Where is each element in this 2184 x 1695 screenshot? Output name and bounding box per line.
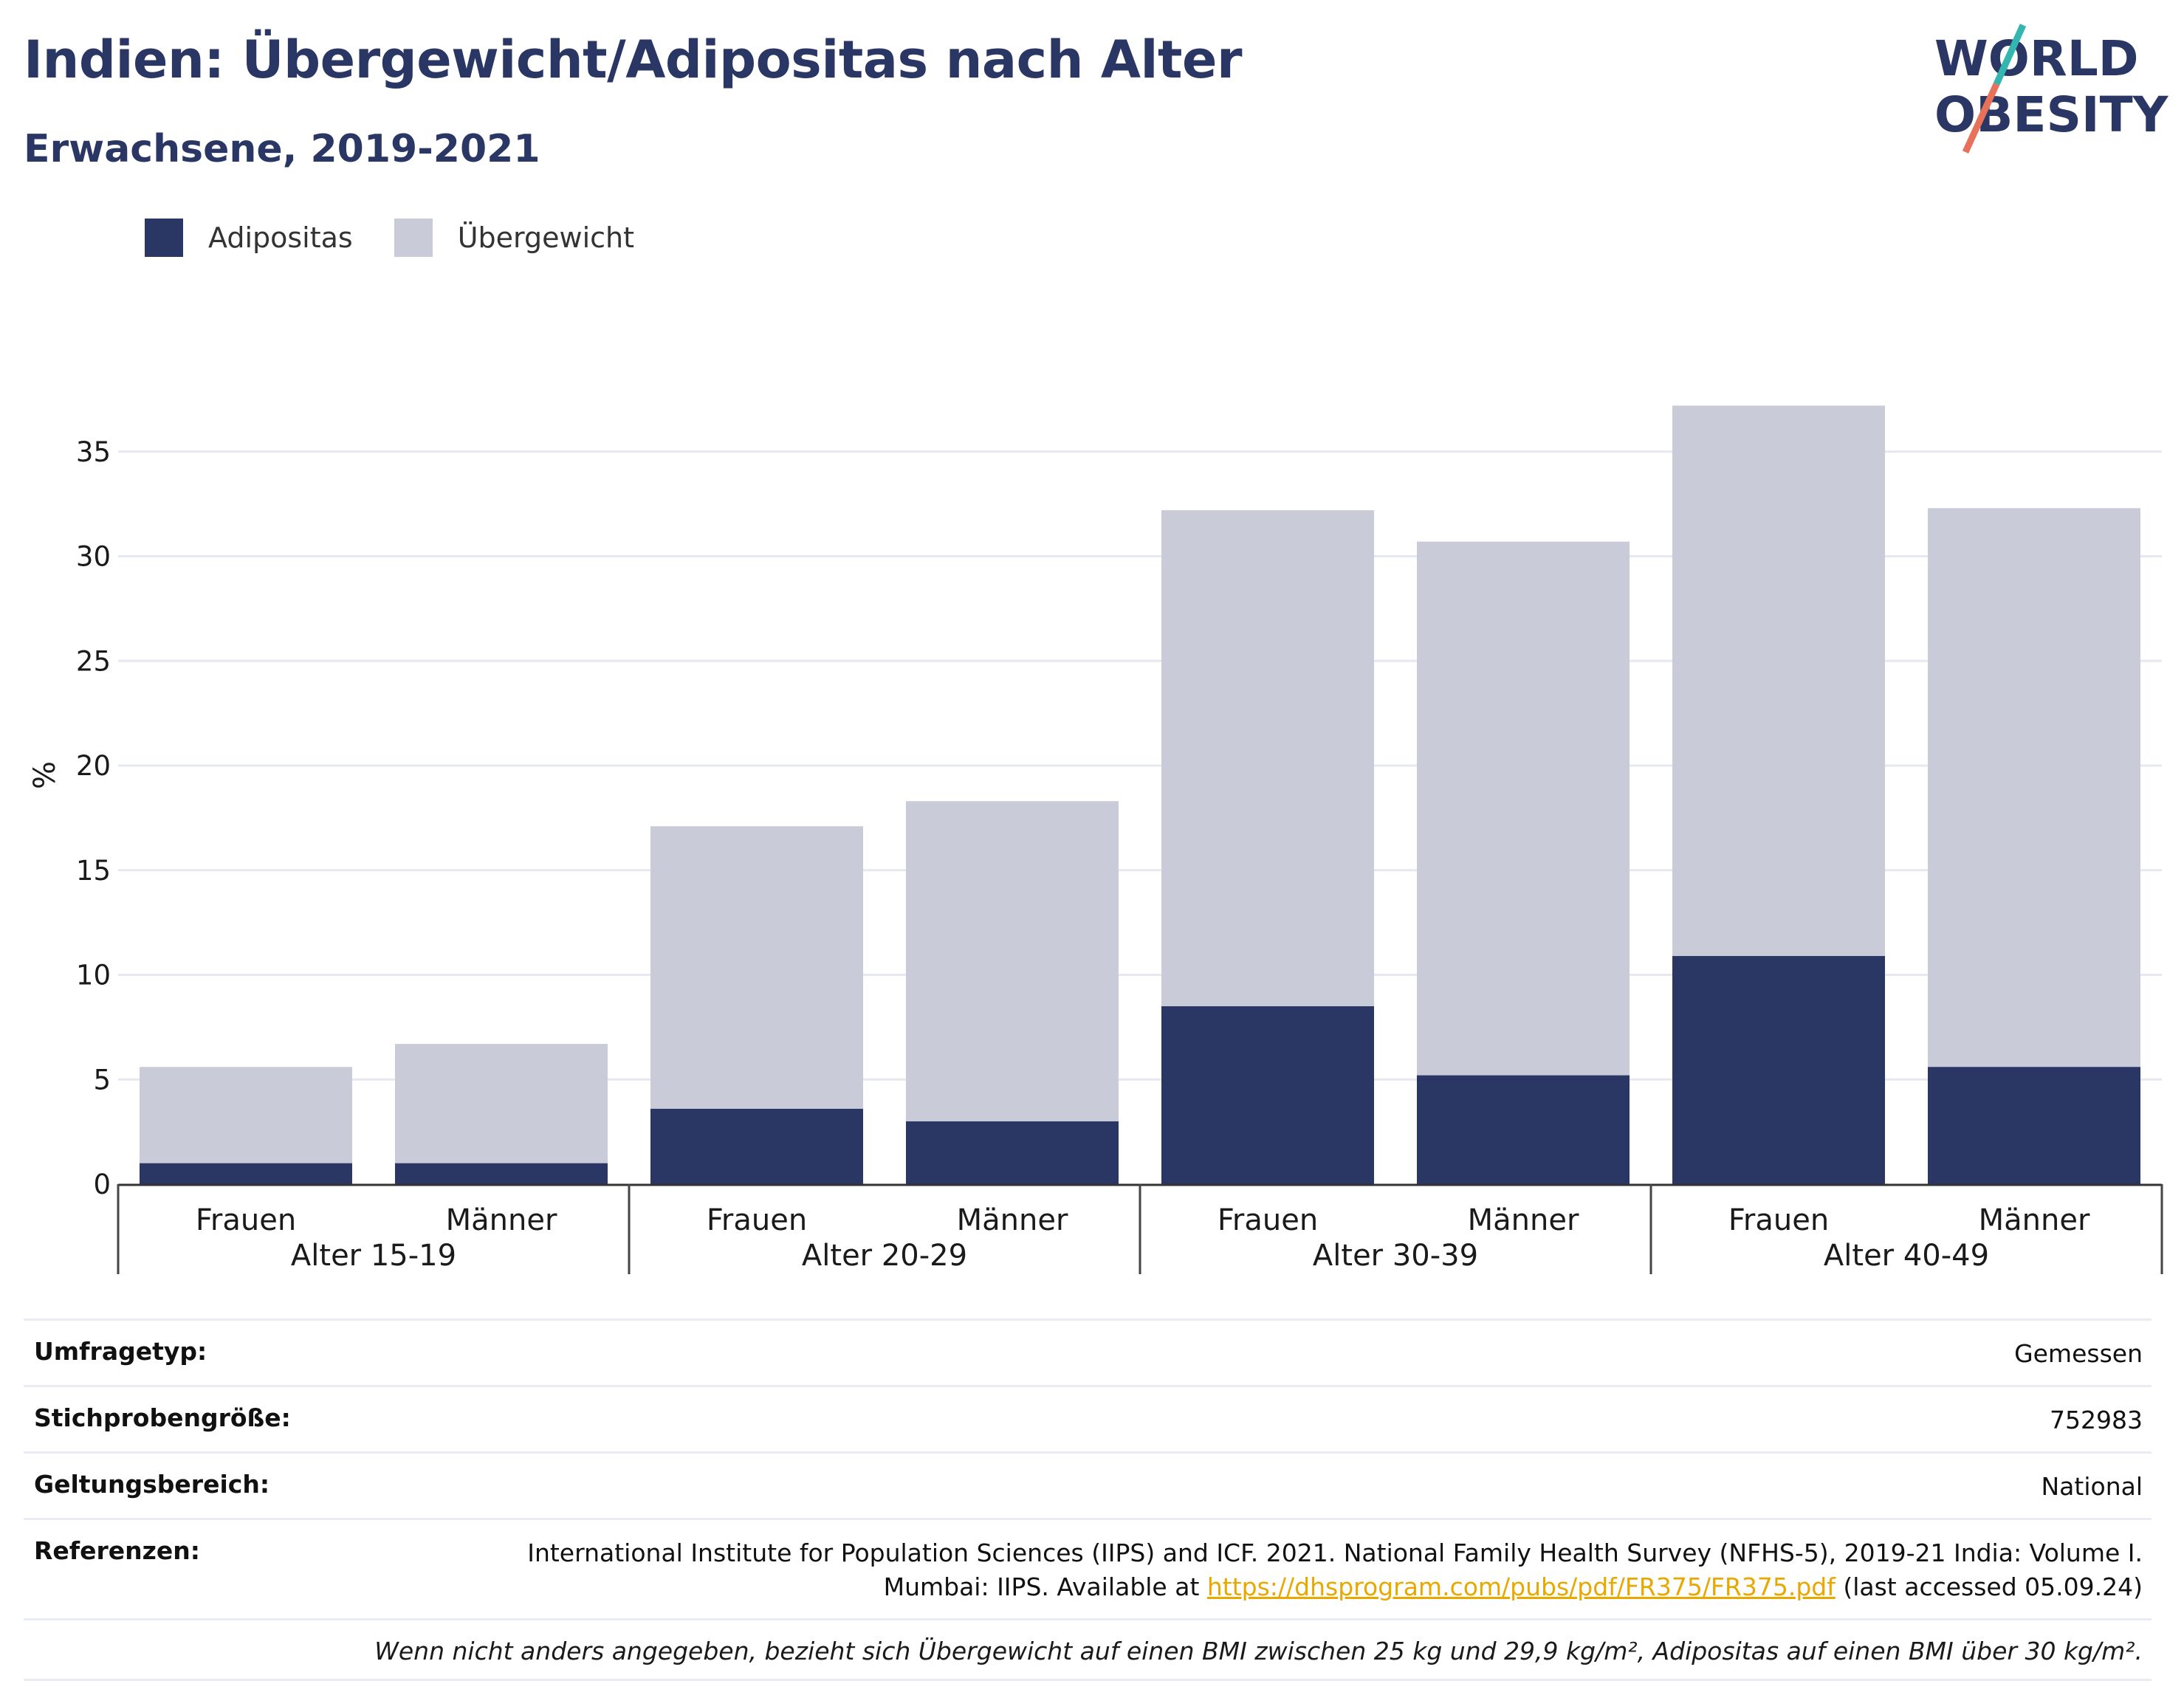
bar-overweight bbox=[650, 826, 863, 1109]
legend-label-overweight: Übergewicht bbox=[457, 221, 634, 254]
x-group-label: Alter 15-19 bbox=[291, 1239, 456, 1273]
bar-overweight bbox=[1928, 508, 2140, 1067]
meta-key-references: Referenzen: bbox=[34, 1536, 200, 1565]
meta-key-scope: Geltungsbereich: bbox=[34, 1469, 270, 1499]
definition-note: Wenn nicht anders angegeben, bezieht sic… bbox=[24, 1618, 2152, 1682]
logo-slash-teal bbox=[1993, 24, 2027, 86]
reference-line-2-suffix: (last accessed 05.09.24) bbox=[1835, 1572, 2143, 1602]
bar-overweight bbox=[906, 801, 1119, 1121]
legend-swatch-overweight bbox=[394, 219, 433, 257]
x-group-label: Alter 40-49 bbox=[1824, 1239, 1989, 1273]
chart-legend: Adipositas Übergewicht bbox=[145, 219, 676, 257]
bar-overweight bbox=[1672, 405, 1885, 956]
bar-obesity bbox=[1672, 955, 1885, 1184]
y-tick-label: 25 bbox=[76, 645, 111, 677]
meta-value-scope: National bbox=[2041, 1471, 2143, 1501]
meta-row-references: Referenzen: International Institute for … bbox=[24, 1517, 2152, 1619]
page-title: Indien: Übergewicht/Adipositas nach Alte… bbox=[24, 30, 1242, 90]
logo-text-world: WORLD bbox=[1934, 30, 2139, 87]
bar-obesity bbox=[906, 1121, 1119, 1184]
meta-value-references: International Institute for Population S… bbox=[527, 1536, 2143, 1606]
x-group-label: Alter 30-39 bbox=[1313, 1239, 1478, 1273]
x-tick-label: Frauen bbox=[1728, 1203, 1829, 1237]
legend-swatch-obesity bbox=[145, 219, 183, 257]
meta-row-scope: Geltungsbereich: National bbox=[24, 1451, 2152, 1518]
meta-value-survey-type: Gemessen bbox=[2014, 1339, 2143, 1368]
legend-label-obesity: Adipositas bbox=[208, 221, 353, 254]
bar-overweight bbox=[140, 1067, 352, 1163]
x-group-label: Alter 20-29 bbox=[802, 1239, 967, 1273]
meta-key-sample-size: Stichprobengröße: bbox=[34, 1403, 291, 1432]
meta-value-sample-size: 752983 bbox=[2050, 1405, 2143, 1434]
bar-obesity bbox=[1161, 1006, 1374, 1184]
reference-line-2: Mumbai: IIPS. Available at https://dhspr… bbox=[527, 1570, 2143, 1605]
y-tick-label: 0 bbox=[93, 1169, 111, 1200]
x-tick-label: Frauen bbox=[196, 1203, 296, 1237]
legend-item-overweight[interactable]: Übergewicht bbox=[394, 219, 634, 257]
bar-obesity bbox=[140, 1163, 352, 1184]
meta-key-survey-type: Umfragetyp: bbox=[34, 1337, 207, 1366]
x-tick-label: Frauen bbox=[1218, 1203, 1318, 1237]
reference-link[interactable]: https://dhsprogram.com/pubs/pdf/FR375/FR… bbox=[1206, 1572, 1836, 1602]
y-axis-label: % bbox=[28, 761, 62, 789]
bar-overweight bbox=[1417, 541, 1630, 1076]
x-tick-label: Männer bbox=[1468, 1203, 1579, 1237]
y-tick-label: 20 bbox=[76, 750, 111, 782]
page-subtitle: Erwachsene, 2019-2021 bbox=[24, 127, 540, 171]
bar-overweight bbox=[395, 1044, 608, 1163]
logo-slash-coral bbox=[1962, 83, 2000, 154]
meta-row-survey-type: Umfragetyp: Gemessen bbox=[24, 1318, 2152, 1385]
legend-item-obesity[interactable]: Adipositas bbox=[145, 219, 353, 257]
x-tick-label: Frauen bbox=[707, 1203, 807, 1237]
reference-line-2-prefix: Mumbai: IIPS. Available at bbox=[883, 1572, 1207, 1602]
reference-line-1: International Institute for Population S… bbox=[527, 1538, 2143, 1567]
bar-overweight bbox=[1161, 510, 1374, 1007]
stacked-bar-chart: 0 5 10 15 20 25 30 35% Frauen Männer Frauen Männer F… bbox=[28, 405, 2163, 1274]
bar-obesity bbox=[1417, 1075, 1630, 1184]
metadata-table: Umfragetyp: Gemessen Stichprobengröße: 7… bbox=[24, 1318, 2152, 1682]
meta-row-sample-size: Stichprobengröße: 752983 bbox=[24, 1384, 2152, 1451]
y-tick-label: 35 bbox=[76, 436, 111, 468]
world-obesity-logo: WORLD OBESITY bbox=[1934, 24, 2169, 154]
x-tick-label: Männer bbox=[957, 1203, 1068, 1237]
bar-obesity bbox=[650, 1108, 863, 1184]
y-tick-label: 30 bbox=[76, 541, 111, 573]
bar-obesity bbox=[395, 1163, 608, 1184]
x-tick-label: Männer bbox=[446, 1203, 557, 1237]
x-tick-label: Männer bbox=[1979, 1203, 2090, 1237]
y-tick-label: 15 bbox=[76, 855, 111, 887]
bar-obesity bbox=[1928, 1067, 2140, 1184]
y-tick-label: 10 bbox=[76, 960, 111, 991]
y-tick-label: 5 bbox=[93, 1064, 111, 1096]
